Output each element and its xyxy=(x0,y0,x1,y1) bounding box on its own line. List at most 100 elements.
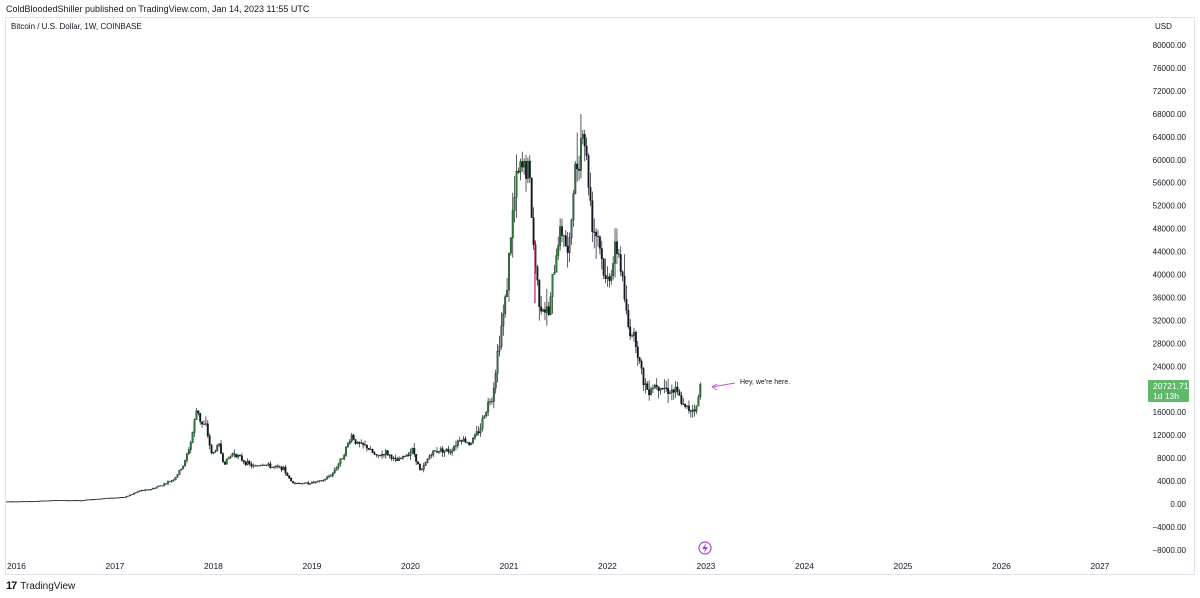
candle-up xyxy=(439,448,442,452)
candle-up xyxy=(309,483,312,485)
candle-down xyxy=(148,489,151,491)
y-tick-label: 72000.00 xyxy=(1153,87,1187,96)
candle-down xyxy=(598,236,601,249)
candle-down xyxy=(517,170,520,173)
candle-up xyxy=(318,480,321,482)
footer[interactable]: 17 TradingView xyxy=(6,580,75,592)
candle-down xyxy=(407,454,410,456)
candle-up xyxy=(153,488,156,489)
candle-up xyxy=(267,463,270,466)
candle-up xyxy=(102,498,105,500)
candle-down xyxy=(121,497,124,499)
candle-up xyxy=(523,161,526,168)
candle-up xyxy=(470,442,473,446)
candle-down xyxy=(564,235,567,247)
candle-up xyxy=(614,241,616,264)
candle-up xyxy=(557,245,560,256)
candle-up xyxy=(119,497,122,499)
candle-up xyxy=(45,500,48,502)
candle-down xyxy=(536,266,539,281)
candle-up xyxy=(34,501,37,503)
x-tick-label: 2017 xyxy=(106,561,125,571)
candle-down xyxy=(55,500,58,502)
candle-down xyxy=(600,248,603,259)
candle-up xyxy=(155,486,158,489)
candle-up xyxy=(411,448,414,453)
candle-down xyxy=(362,442,365,445)
candle-down xyxy=(284,466,287,474)
y-tick-label: 64000.00 xyxy=(1153,133,1187,142)
candle-up xyxy=(481,418,484,429)
candle-up xyxy=(489,401,491,403)
candle-down xyxy=(468,442,471,446)
candle-up xyxy=(189,442,192,450)
footer-brand: TradingView xyxy=(20,580,76,592)
candle-down xyxy=(11,501,14,503)
y-tick-label: −4000.00 xyxy=(1152,523,1186,532)
candle-up xyxy=(301,483,304,485)
y-tick-label: 36000.00 xyxy=(1153,293,1187,302)
candle-up xyxy=(227,457,230,460)
time-axis: 2016 2017 2018 2019 2020 2021 2022 2023 2024 2025… xyxy=(7,561,1110,571)
candle-down xyxy=(373,452,376,455)
candle-up xyxy=(174,477,177,481)
candle-down xyxy=(280,466,283,471)
candle-up xyxy=(430,454,433,457)
candle-up xyxy=(170,480,173,482)
candle-down xyxy=(400,457,402,459)
candle-up xyxy=(30,501,33,503)
candle-down xyxy=(358,442,361,444)
candle-down xyxy=(585,145,588,156)
candle-up xyxy=(686,405,688,407)
candle-down xyxy=(661,388,664,390)
candle-down xyxy=(142,490,145,492)
candle-up xyxy=(187,449,190,455)
candle-down xyxy=(112,497,115,499)
candle-up xyxy=(515,170,518,198)
candle-up xyxy=(305,482,308,484)
chart-frame[interactable] xyxy=(5,17,1195,575)
candle-down xyxy=(9,501,12,503)
candle-up xyxy=(328,476,330,478)
candle-up xyxy=(21,501,24,503)
candle-down xyxy=(576,163,579,170)
candle-up xyxy=(451,450,454,453)
candle-up xyxy=(275,465,277,467)
candle-up xyxy=(424,462,427,466)
candle-down xyxy=(621,271,624,277)
price-axis: USD 80000.00 76000.00 72000.00 68000.00 64000… xyxy=(1152,22,1186,555)
candle-up xyxy=(545,306,548,313)
symbol-title[interactable]: Bitcoin / U.S. Dollar, 1W, COINBASE xyxy=(11,22,142,31)
candle-up xyxy=(496,351,499,374)
candle-up xyxy=(669,392,671,394)
candle-down xyxy=(74,500,77,502)
annotation-text: Hey, we're here. xyxy=(740,379,790,386)
candle-down xyxy=(197,410,200,414)
candle-up xyxy=(456,440,459,446)
candle-up xyxy=(581,134,584,139)
candle-up xyxy=(337,463,340,468)
candle-down xyxy=(525,161,527,179)
candle-up xyxy=(252,465,255,467)
candle-down xyxy=(206,423,209,437)
candle-up xyxy=(549,296,552,315)
candle-down xyxy=(390,454,393,459)
candle-up xyxy=(551,274,554,298)
y-tick-label: 44000.00 xyxy=(1153,248,1187,257)
y-tick-label: 48000.00 xyxy=(1153,225,1187,234)
candle-down xyxy=(43,500,46,502)
candle-up xyxy=(106,497,109,499)
y-tick-label: 56000.00 xyxy=(1153,179,1187,188)
candle-up xyxy=(237,455,240,458)
candle-up xyxy=(405,454,408,457)
candle-up xyxy=(345,446,348,456)
candle-up xyxy=(96,498,99,500)
candle-up xyxy=(218,443,221,446)
candle-down xyxy=(595,231,598,237)
x-tick-label: 2019 xyxy=(303,561,322,571)
last-price-value: 20721.71 xyxy=(1153,381,1189,391)
candle-up xyxy=(303,482,306,484)
candle-up xyxy=(24,501,27,503)
candle-up xyxy=(127,495,130,497)
